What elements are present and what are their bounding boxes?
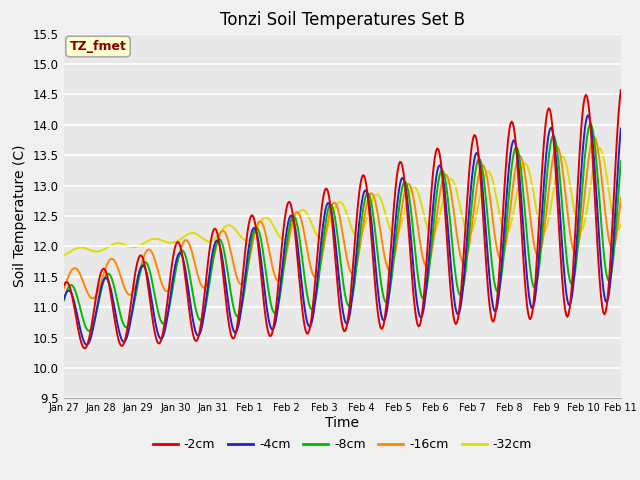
Text: TZ_fmet: TZ_fmet	[70, 40, 127, 53]
X-axis label: Time: Time	[325, 416, 360, 430]
Y-axis label: Soil Temperature (C): Soil Temperature (C)	[13, 145, 28, 287]
Legend: -2cm, -4cm, -8cm, -16cm, -32cm: -2cm, -4cm, -8cm, -16cm, -32cm	[148, 433, 537, 456]
Title: Tonzi Soil Temperatures Set B: Tonzi Soil Temperatures Set B	[220, 11, 465, 29]
